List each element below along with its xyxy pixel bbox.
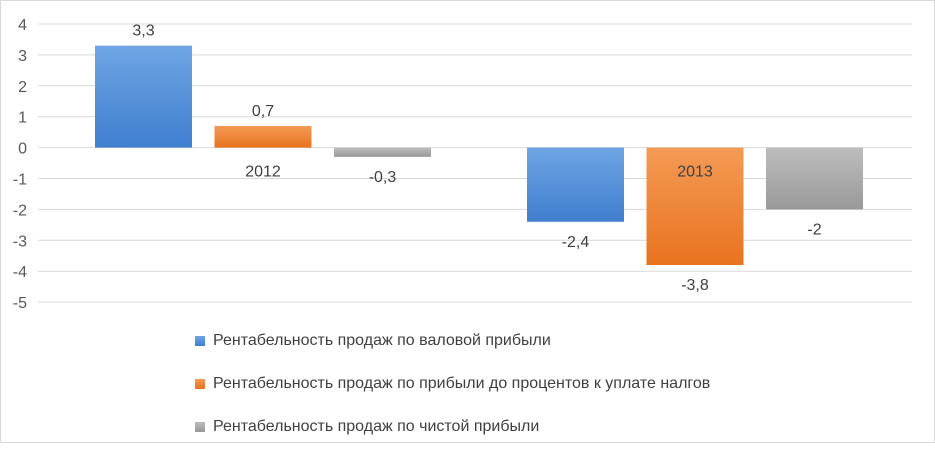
y-tick-label: -3: [13, 233, 27, 250]
data-label: 0,7: [252, 103, 274, 120]
legend-swatch-gross: [195, 336, 205, 346]
legend-label-net: Рентабельность продаж по чистой прибыли: [213, 418, 540, 435]
y-tick-label: 3: [18, 48, 27, 65]
data-label: 3,3: [132, 23, 154, 40]
bar-2012-series-3: [334, 147, 431, 157]
legend-label-pretax: Рентабельность продаж по прибыли до проц…: [213, 375, 711, 392]
category-label: 2012: [245, 164, 281, 181]
legend-swatch-net: [195, 422, 205, 432]
chart-plot: 4 3 2 1 0 -1 -2 -3 -4 -5 3,3 0,7 -0,3 -2,4 -3,8 -2 201…: [13, 17, 912, 312]
y-tick-label: 4: [18, 17, 27, 34]
data-label: -2: [807, 221, 821, 238]
category-label: 2013: [677, 164, 713, 181]
y-tick-label: -1: [13, 172, 27, 189]
chart-legend: Рентабельность продаж по валовой прибыли…: [195, 330, 710, 459]
bar-2012-series-2: [214, 125, 312, 148]
legend-swatch-pretax: [195, 379, 205, 389]
data-label: -2,4: [562, 234, 590, 251]
bar-2012-series-1: [95, 45, 192, 148]
bar-2013-series-2: [646, 147, 744, 266]
legend-item-net: Рентабельность продаж по чистой прибыли: [195, 416, 710, 438]
y-tick-label: 2: [18, 79, 27, 96]
data-label: -0,3: [369, 169, 397, 186]
bar-2013-series-1: [527, 147, 624, 222]
bar-2013-series-3: [766, 147, 863, 210]
y-tick-label: -2: [13, 202, 27, 219]
legend-item-pretax: Рентабельность продаж по прибыли до проц…: [195, 373, 710, 395]
data-label: -3,8: [681, 277, 709, 294]
y-tick-label: 0: [18, 141, 27, 158]
y-tick-label: 1: [18, 110, 27, 127]
legend-label-gross: Рентабельность продаж по валовой прибыли: [213, 332, 551, 349]
legend-item-gross: Рентабельность продаж по валовой прибыли: [195, 330, 710, 352]
y-tick-label: -5: [13, 295, 27, 312]
y-tick-label: -4: [13, 264, 27, 281]
